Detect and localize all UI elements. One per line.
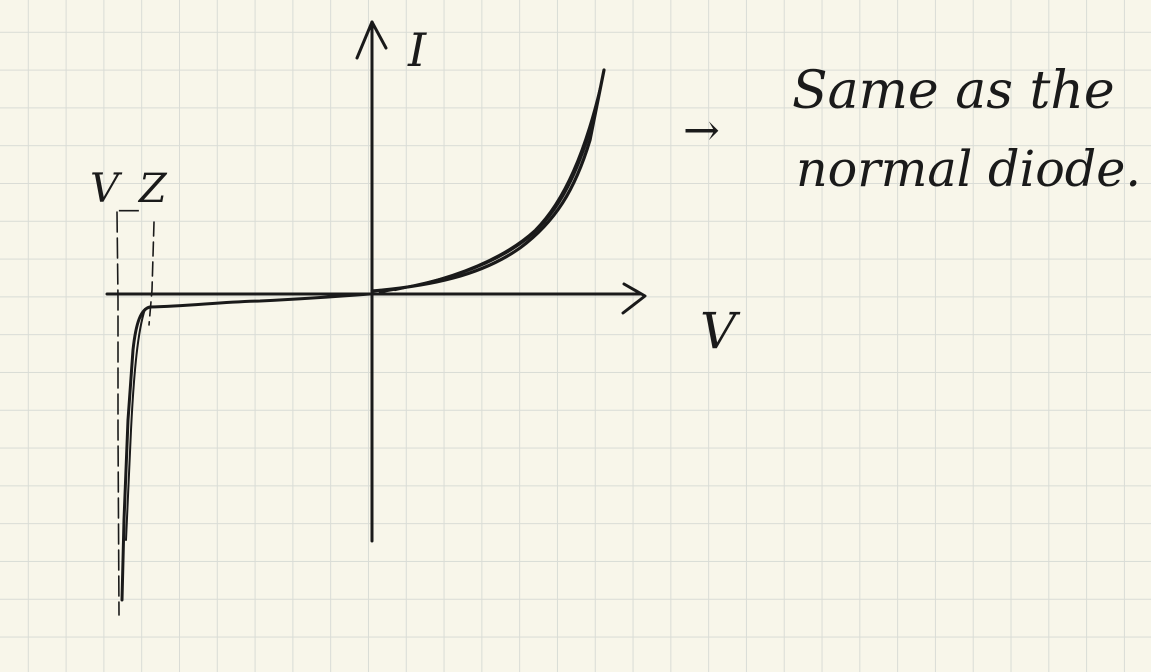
annotation-arrow: → [683, 105, 720, 156]
current-axis-label: I [407, 23, 427, 77]
annotation-line-1: Same as the [792, 61, 1115, 121]
breakdown-markers [116, 211, 155, 616]
voltage-axis-label: V [700, 302, 741, 360]
voltage-axis [105, 282, 647, 315]
current-axis [355, 20, 388, 543]
breakdown-voltage-label: V_Z [90, 166, 168, 212]
reverse-bias-curve [120, 292, 372, 602]
annotation-line-2: normal diode. [796, 140, 1141, 198]
forward-bias-curve [370, 68, 606, 294]
